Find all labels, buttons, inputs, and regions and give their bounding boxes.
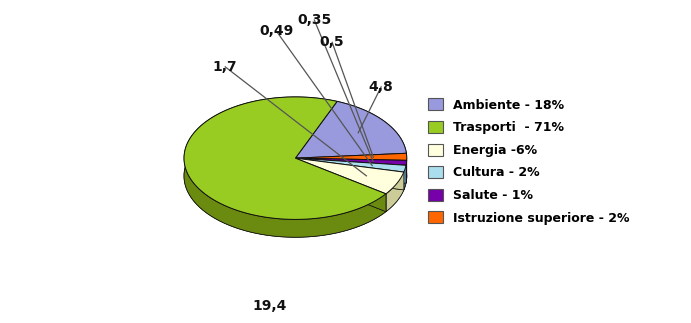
Polygon shape — [295, 158, 407, 178]
Polygon shape — [337, 101, 406, 171]
Polygon shape — [295, 158, 406, 183]
Polygon shape — [295, 153, 406, 176]
Polygon shape — [295, 158, 404, 190]
Polygon shape — [295, 158, 407, 165]
Polygon shape — [404, 165, 406, 190]
Polygon shape — [295, 158, 404, 190]
Text: 0,5: 0,5 — [320, 35, 344, 49]
Polygon shape — [386, 172, 404, 212]
Polygon shape — [295, 101, 337, 176]
Polygon shape — [295, 158, 386, 212]
Polygon shape — [184, 97, 386, 237]
Legend: Ambiente - 18%, Trasporti  - 71%, Energia -6%, Cultura - 2%, Salute - 1%, Istruz: Ambiente - 18%, Trasporti - 71%, Energia… — [428, 98, 630, 225]
Polygon shape — [295, 158, 404, 194]
Polygon shape — [295, 158, 386, 212]
Polygon shape — [184, 115, 407, 237]
Polygon shape — [295, 158, 407, 178]
Polygon shape — [295, 158, 406, 172]
Text: 0,35: 0,35 — [297, 13, 332, 27]
Polygon shape — [295, 101, 406, 158]
Text: 19,4: 19,4 — [253, 299, 287, 313]
Polygon shape — [184, 97, 386, 219]
Text: 1,7: 1,7 — [213, 60, 238, 74]
Text: 0,49: 0,49 — [259, 24, 294, 38]
Polygon shape — [295, 153, 406, 176]
Text: 4,8: 4,8 — [369, 80, 393, 94]
Polygon shape — [295, 153, 407, 160]
Polygon shape — [295, 158, 406, 183]
Polygon shape — [295, 101, 337, 176]
